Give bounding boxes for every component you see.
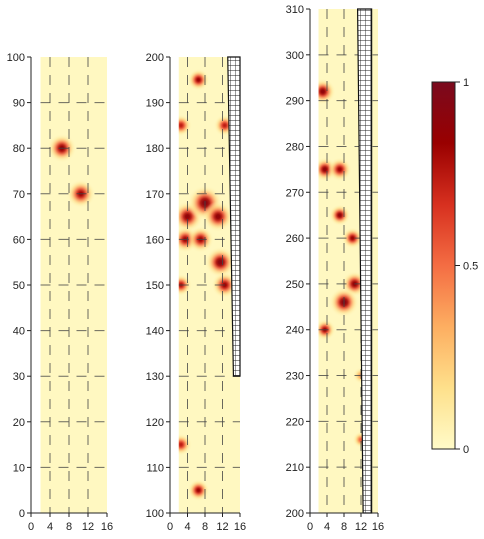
y-tick-label: 300 [286,50,304,62]
colorbar-tick-label: 0 [463,444,469,456]
y-tick-label: 220 [286,416,304,428]
y-tick-label: 70 [13,189,25,201]
y-tick-label: 210 [286,462,304,474]
y-tick-label: 110 [146,462,164,474]
y-tick-label: 10 [13,462,25,474]
y-tick-label: 100 [7,52,25,64]
hotspot [329,204,351,226]
hotspot [341,227,364,249]
y-tick-label: 230 [286,371,304,383]
x-tick-label: 4 [184,521,190,533]
y-tick-label: 50 [13,280,25,292]
x-tick-label: 16 [101,521,113,533]
x-tick-label: 8 [202,521,208,533]
y-tick-label: 160 [146,234,164,246]
x-tick-label: 16 [234,521,246,533]
hotspot [178,114,192,137]
y-tick-label: 260 [286,233,304,245]
x-tick-label: 8 [66,521,72,533]
y-tick-label: 270 [286,187,304,199]
y-tick-label: 310 [286,4,304,16]
hotspot [205,246,236,278]
heatmap-panel-1: 0 10 20 30 40 50 60 70 80 90 100 0 4 8 12 16 [7,52,113,533]
y-tick-label: 20 [13,417,25,429]
x-tick-label: 0 [307,521,313,533]
y-tick-label: 120 [146,417,164,429]
x-tick-label: 16 [372,521,384,533]
y-tick-label: 190 [146,98,164,110]
hotspot [318,78,336,105]
grid [40,57,107,513]
hotspots [318,78,370,449]
y-tick-label: 150 [146,280,164,292]
y-tick-label: 180 [146,143,164,155]
x-tick-label: 0 [28,521,34,533]
y-tick-label: 80 [13,143,25,155]
x-tick-label: 8 [341,521,347,533]
y-tick-label: 30 [13,371,25,383]
grid [178,57,240,513]
y-tick-label: 280 [286,141,304,153]
hotspot [178,433,192,456]
colorbar-tick-label: 1 [463,77,469,89]
colorbar-tick-label: 0.5 [463,261,478,273]
y-tick-label: 60 [13,234,25,246]
y-tick-label: 0 [19,508,25,520]
y-tick-label: 250 [286,279,304,291]
colorbar: 00.51 [431,77,478,456]
colorbar-gradient [431,81,456,450]
x-tick-label: 12 [355,521,367,533]
hotspot [187,68,210,91]
heatmap-panel-2: 100 110 120 130 140 150 160 170 180 190 200 0 4 8 12 16 [146,52,246,533]
y-tick-label: 100 [146,508,164,520]
x-tick-label: 4 [324,521,330,533]
y-tick-label: 240 [286,325,304,337]
y-tick-label: 90 [13,98,25,110]
hatched-band [227,56,241,377]
hotspot [187,479,210,502]
y-tick-label: 40 [13,326,25,338]
y-tick-label: 290 [286,96,304,108]
hotspot [202,201,234,232]
y-tick-label: 170 [146,189,164,201]
x-tick-label: 0 [167,521,173,533]
hotspot [327,157,352,182]
y-tick-label: 200 [286,508,304,520]
x-tick-label: 4 [47,521,53,533]
y-tick-label: 130 [146,371,164,383]
x-tick-label: 12 [82,521,94,533]
y-tick-label: 200 [146,52,164,64]
x-tick-label: 12 [216,521,228,533]
y-tick-label: 140 [146,326,164,338]
